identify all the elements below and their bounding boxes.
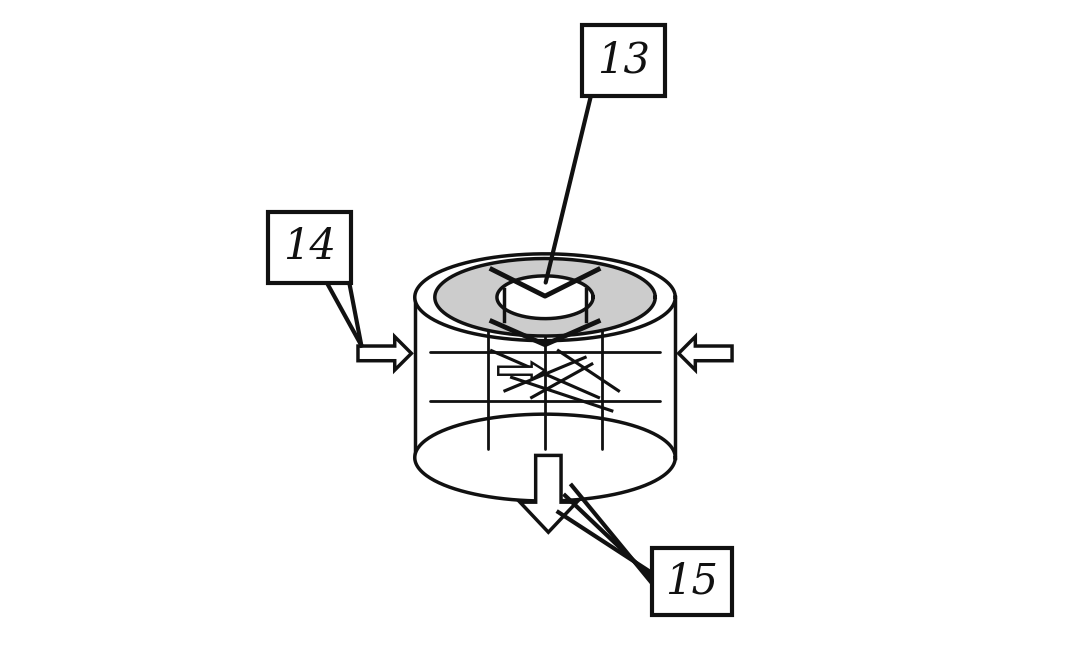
Polygon shape xyxy=(415,414,675,501)
FancyArrow shape xyxy=(358,337,412,370)
FancyArrow shape xyxy=(499,362,545,379)
Text: 14: 14 xyxy=(284,226,336,269)
FancyBboxPatch shape xyxy=(582,25,666,96)
Text: 15: 15 xyxy=(666,560,718,602)
FancyArrow shape xyxy=(520,456,577,532)
Polygon shape xyxy=(496,276,593,319)
Polygon shape xyxy=(415,254,675,501)
Polygon shape xyxy=(434,259,655,336)
FancyBboxPatch shape xyxy=(268,212,351,283)
Polygon shape xyxy=(415,254,675,341)
FancyBboxPatch shape xyxy=(652,548,732,615)
FancyArrow shape xyxy=(678,337,732,370)
Text: 13: 13 xyxy=(597,39,649,81)
